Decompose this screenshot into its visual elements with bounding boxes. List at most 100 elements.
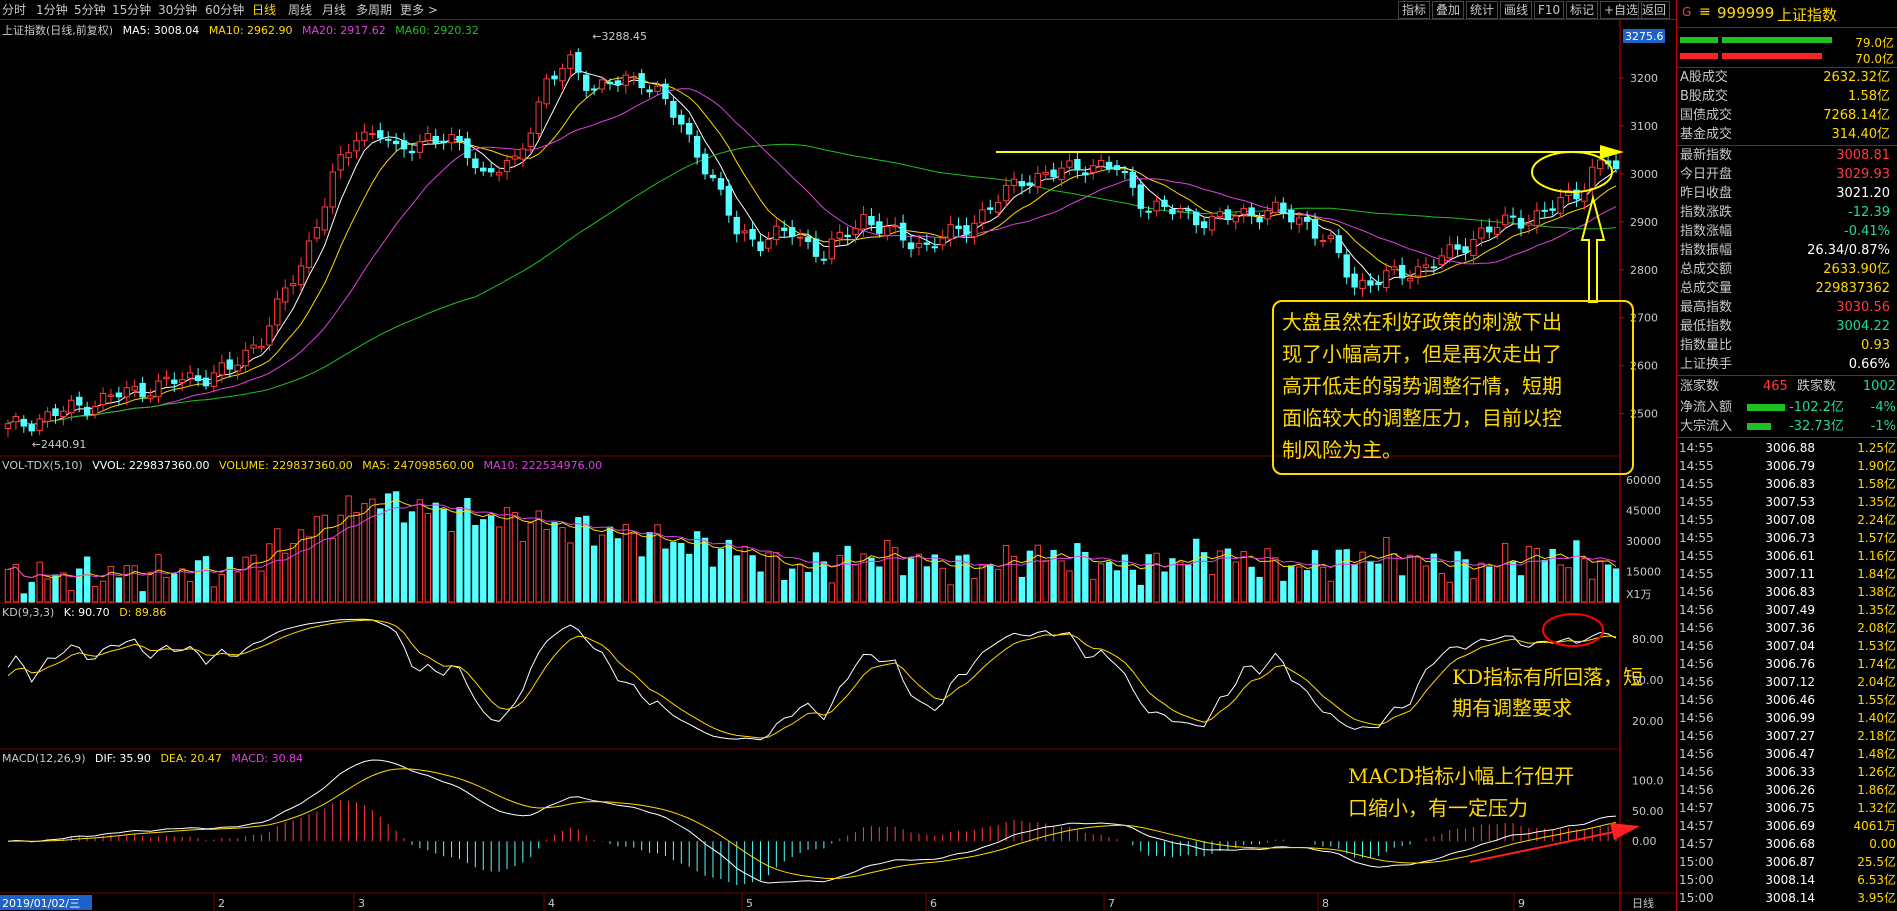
- candle: [1280, 202, 1287, 214]
- candle: [1232, 215, 1239, 223]
- period-tab[interactable]: 60分钟: [205, 3, 245, 17]
- volume-bar: [1105, 561, 1113, 603]
- volume-bar: [1193, 538, 1200, 603]
- period-tab[interactable]: 多周期: [356, 3, 393, 17]
- tool-tab[interactable]: 标记: [1566, 1, 1599, 19]
- candle: [598, 79, 606, 90]
- stat-row: 基金成交 314.40亿: [1677, 125, 1897, 144]
- candle: [1137, 184, 1144, 209]
- volume-bar: [979, 565, 986, 603]
- volume-bar: [1391, 553, 1398, 603]
- kline-chart[interactable]: 3275.6 3200 3100 3000 2900 2800 2700 2600 2500 ←3…: [0, 0, 1676, 911]
- price-axis-label: 3000: [1630, 168, 1658, 181]
- stock-code: 999999: [1717, 4, 1775, 22]
- period-tab[interactable]: 5分钟: [74, 3, 106, 17]
- volume-bar: [313, 516, 321, 603]
- tick-price: 3006.83: [1765, 477, 1815, 491]
- candle: [1612, 160, 1620, 170]
- volume-bar: [1264, 548, 1271, 603]
- tick-time: 14:56: [1679, 603, 1714, 617]
- volume-bar: [1454, 551, 1461, 603]
- period-tab[interactable]: 更多 >: [400, 3, 438, 17]
- tool-tab[interactable]: 返回: [1638, 1, 1671, 19]
- volume-bar: [1224, 548, 1232, 603]
- tick-row: 14:56 3006.99 1.40亿: [1677, 709, 1897, 727]
- divider: [1677, 375, 1897, 376]
- annot-line: 高开低走的弱势调整行情，短期: [1282, 374, 1562, 398]
- candle: [131, 385, 138, 391]
- period-tab[interactable]: 月线: [322, 3, 347, 17]
- candle: [1573, 189, 1580, 200]
- tick-time: 14:56: [1679, 621, 1714, 635]
- candle: [1375, 282, 1382, 286]
- tool-tab[interactable]: 指标: [1398, 1, 1431, 19]
- candle: [1533, 210, 1541, 227]
- period-tab[interactable]: 分时: [2, 3, 27, 17]
- volume-bar: [1494, 565, 1501, 603]
- candle: [44, 411, 51, 422]
- candle: [1359, 279, 1366, 289]
- tick-time: 14:56: [1679, 639, 1714, 653]
- tick-volume: 2.24亿: [1857, 513, 1896, 527]
- tool-tab[interactable]: 叠加: [1432, 1, 1465, 19]
- candle: [1438, 255, 1445, 265]
- volume-bar: [884, 540, 891, 603]
- candle: [606, 81, 614, 85]
- volume-bar: [828, 582, 835, 603]
- menu-icon[interactable]: ≡: [1699, 4, 1711, 20]
- candle: [361, 131, 368, 141]
- candle: [638, 73, 645, 89]
- tick-volume: 1.38亿: [1857, 585, 1896, 599]
- tick-time: 15:00: [1679, 891, 1714, 905]
- annot-line: 制风险为主。: [1282, 438, 1402, 462]
- stat-value: 3004.22: [1836, 319, 1890, 334]
- tick-volume: 1.25亿: [1857, 441, 1896, 455]
- stat-value: 2632.32亿: [1823, 70, 1890, 85]
- period-tab[interactable]: 15分钟: [112, 3, 152, 17]
- tick-time: 14:55: [1679, 495, 1714, 509]
- volume-bar: [1462, 559, 1469, 603]
- period-tab[interactable]: 周线: [288, 3, 313, 17]
- volume-bar: [1248, 566, 1255, 603]
- flow-pct: -4%: [1870, 400, 1896, 415]
- volume-bar: [147, 571, 154, 603]
- volume-bar: [583, 515, 590, 603]
- candle: [1113, 165, 1121, 171]
- volume-bar: [1097, 563, 1105, 603]
- candle: [424, 133, 431, 141]
- tool-tab[interactable]: +自选: [1600, 1, 1643, 19]
- stat-label: A股成交: [1680, 70, 1728, 85]
- volume-bar: [1359, 551, 1366, 603]
- tool-tab[interactable]: F10: [1534, 1, 1565, 19]
- period-tab[interactable]: 30分钟: [158, 3, 198, 17]
- tool-tab[interactable]: 画线: [1500, 1, 1533, 19]
- tick-price: 3006.76: [1765, 657, 1815, 671]
- period-tab[interactable]: 1分钟: [36, 3, 68, 17]
- tick-row: 14:56 3006.76 1.74亿: [1677, 655, 1897, 673]
- volume-bar: [622, 524, 630, 603]
- volume-bar: [480, 519, 487, 603]
- volume-bar: [377, 508, 384, 603]
- volume-bar: [1121, 554, 1129, 603]
- stat-value: 0.66%: [1848, 357, 1890, 372]
- tool-tab[interactable]: 统计: [1466, 1, 1499, 19]
- tick-volume: 1.35亿: [1857, 495, 1896, 509]
- down-count: 1002: [1862, 379, 1896, 394]
- volume-bar: [305, 536, 313, 603]
- candle: [345, 152, 352, 159]
- candle: [1422, 264, 1430, 268]
- tick-row: 14:55 3006.83 1.58亿: [1677, 475, 1897, 493]
- ma60-value: MA60: 2920.32: [395, 24, 479, 37]
- volume-bar: [186, 580, 194, 603]
- stat-row: 指数振幅 26.34/0.87%: [1677, 241, 1897, 260]
- candle: [377, 130, 384, 139]
- volume-bar: [83, 556, 91, 603]
- volume-bar: [353, 512, 360, 603]
- trend-arrow-line: [1469, 828, 1629, 863]
- volume-bar: [1533, 547, 1541, 603]
- period-tab[interactable]: 日线: [252, 3, 277, 17]
- volume-bar: [139, 591, 146, 603]
- volume-bar: [1034, 544, 1041, 603]
- tick-price: 3006.88: [1765, 441, 1815, 455]
- candle: [1311, 218, 1319, 239]
